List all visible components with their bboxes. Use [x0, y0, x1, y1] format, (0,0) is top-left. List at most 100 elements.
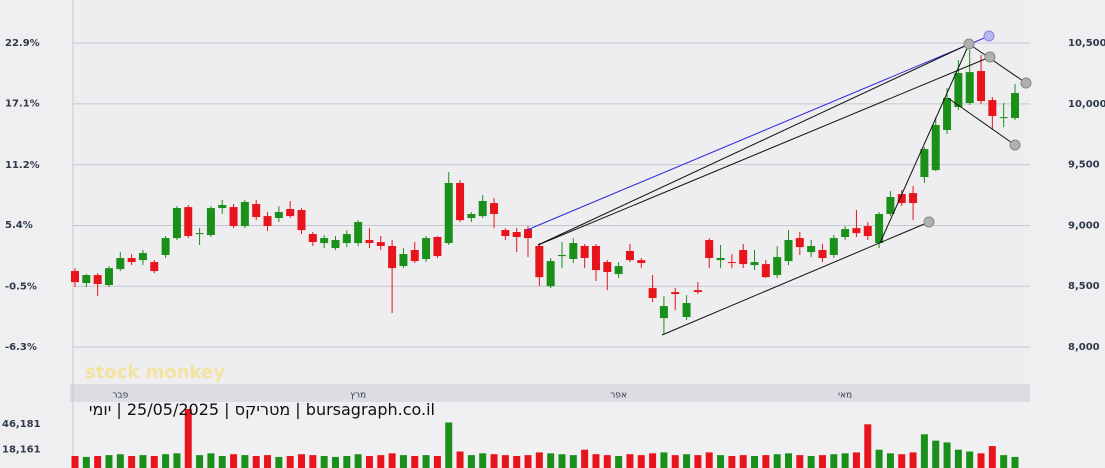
volume-bar: [309, 455, 317, 468]
volume-bar: [920, 434, 928, 468]
x-tick-label: מרץ: [350, 391, 366, 401]
candle-body: [161, 238, 170, 255]
handle: [1020, 77, 1032, 89]
volume-bar: [331, 456, 339, 468]
y-tick-label: 10,500: [1068, 38, 1105, 49]
candle-body: [138, 253, 147, 261]
trend-line: [537, 43, 970, 246]
volume-bar: [513, 456, 521, 468]
volume-tick-label: 18,161: [2, 445, 41, 456]
candle-body: [671, 292, 680, 295]
candle-body: [184, 207, 193, 237]
candle-body: [467, 214, 476, 219]
candle-body: [716, 258, 725, 261]
candle-body: [93, 275, 102, 285]
trend-line: [537, 56, 991, 246]
candle-body: [331, 240, 340, 249]
candle-body: [773, 257, 782, 276]
candle-body: [252, 204, 261, 218]
volume-bar: [830, 454, 838, 468]
candle-body: [625, 250, 634, 261]
handle: [963, 38, 975, 50]
y2-tick-label: 22.9%: [5, 38, 40, 49]
volume-bar: [173, 453, 181, 468]
candle-body: [863, 226, 872, 237]
candle-body: [127, 258, 136, 263]
volume-bar: [954, 449, 962, 468]
candle-body: [501, 230, 510, 237]
candle-body: [263, 216, 272, 227]
candle-body: [478, 200, 487, 217]
trend-line: [968, 43, 1027, 84]
candle-body: [388, 245, 397, 269]
candle-body: [818, 250, 827, 259]
candle-body: [444, 183, 453, 244]
candle-body: [580, 245, 589, 259]
volume-bar: [524, 455, 532, 468]
volume-tick-label: 46,181: [2, 419, 41, 430]
volume-bar: [717, 455, 725, 468]
volume-bar: [705, 452, 713, 468]
candle-body: [829, 238, 838, 255]
volume-bar: [683, 454, 691, 468]
candle-body: [274, 212, 283, 219]
candle-body: [546, 261, 555, 287]
candle-body: [943, 98, 952, 130]
volume-bar: [603, 455, 611, 468]
volume-bar: [898, 454, 906, 468]
volume-bar: [694, 455, 702, 468]
volume-bar: [762, 455, 770, 468]
candle-body: [490, 203, 499, 215]
volume-bar: [411, 456, 419, 468]
candle-body: [965, 72, 974, 103]
volume-bar: [660, 452, 668, 468]
volume-bar: [852, 452, 860, 468]
volume-bar: [479, 453, 487, 468]
candle-body: [931, 125, 940, 171]
volume-bar: [207, 453, 215, 468]
volume-bar: [581, 449, 589, 468]
candle-body: [852, 228, 861, 234]
candle-body: [569, 243, 578, 259]
volume-bar: [841, 453, 849, 468]
trend-line: [947, 97, 1016, 146]
volume-bar: [298, 454, 306, 468]
candle-body: [705, 240, 714, 259]
plot-area: [70, 0, 1030, 384]
trend-line: [879, 43, 970, 244]
candle-body: [422, 238, 431, 259]
watermark: stock monkey: [85, 362, 225, 383]
candle-body: [897, 194, 906, 204]
y-tick-label: 9,000: [1068, 220, 1100, 231]
candle-body: [286, 209, 295, 217]
candle-body: [557, 254, 566, 257]
volume-bar: [558, 454, 566, 468]
volume-bar: [739, 455, 747, 468]
candle-body: [206, 208, 215, 236]
volume-bar: [592, 454, 600, 468]
candle-body: [229, 207, 238, 227]
volume-bar: [943, 442, 951, 468]
candle-body: [195, 233, 204, 235]
volume-bar: [456, 451, 464, 468]
candle-body: [739, 250, 748, 265]
candle-body: [954, 73, 963, 108]
candle-body: [240, 201, 249, 227]
y-tick-label: 9,500: [1068, 160, 1100, 171]
volume-bar: [535, 452, 543, 468]
volume-bar: [162, 454, 170, 468]
volume-bar: [977, 453, 985, 468]
candle-body: [456, 183, 465, 221]
candle-body: [727, 262, 736, 264]
y2-tick-label: 11.2%: [5, 160, 40, 171]
candle-body: [320, 238, 329, 244]
volume-bar: [569, 455, 577, 468]
candle-body: [841, 229, 850, 237]
volume-bar: [467, 455, 475, 468]
candle-body: [342, 234, 351, 244]
y-tick-label: 10,000: [1068, 99, 1105, 110]
candle-body: [82, 275, 91, 284]
candle-body: [172, 208, 181, 239]
volume-bar: [626, 454, 634, 468]
volume-bar: [71, 456, 79, 468]
